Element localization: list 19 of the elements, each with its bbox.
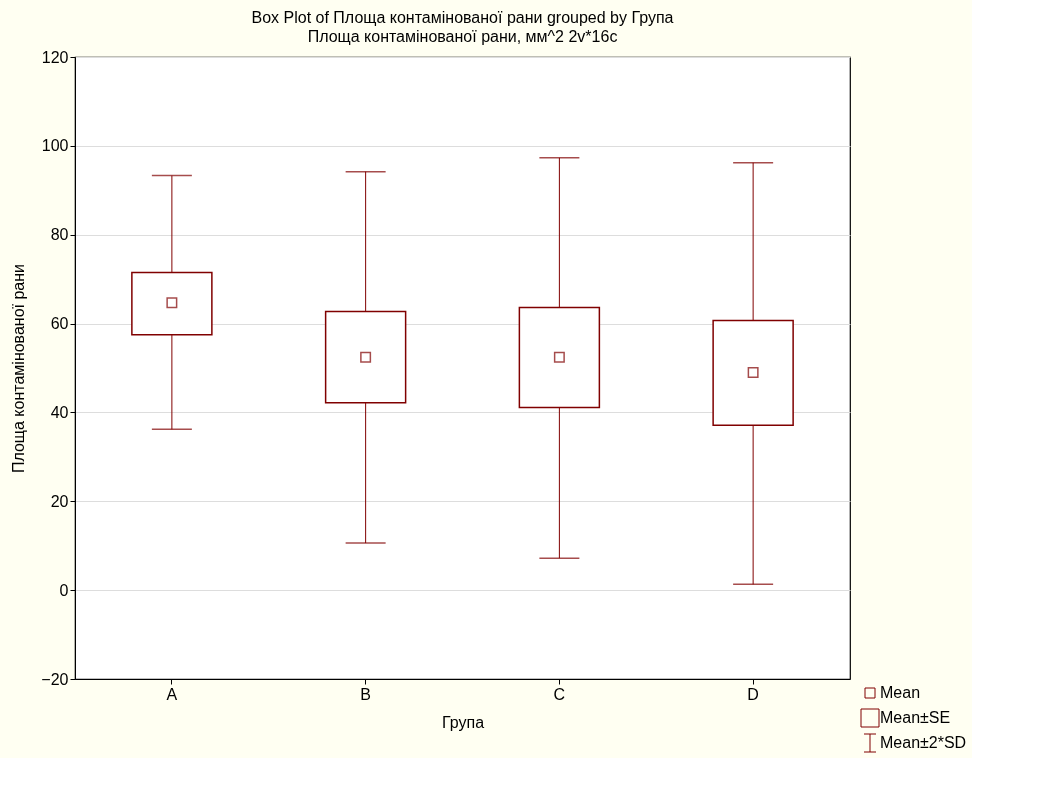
y-tick-label: 80 [50,226,69,244]
y-tick-label: −20 [41,670,69,688]
x-axis-title: Група [441,713,485,731]
text: Mean±SE [880,709,951,726]
y-tick-label: 0 [59,581,69,599]
x-tick-label: B [360,685,371,703]
x-tick-label: A [166,685,178,703]
text: Mean±2*SD [880,734,967,751]
y-axis-title: Площа контамінованої рани [10,263,28,474]
y-tick-label: 20 [50,492,69,510]
y-tick-label: 100 [41,137,69,155]
y-tick-label: 120 [41,48,69,66]
y-tick-label: 40 [50,403,69,421]
x-tick-label: C [553,685,566,703]
chart-title: Box Plot of Площа контамінованої рани grouped by Група [251,9,674,26]
chart-subtitle: Площа контамінованої рани, мм^2 2v*16c [307,28,618,45]
y-tick-label: 60 [50,315,69,333]
text: Mean [880,684,921,701]
x-tick-label: D [747,685,759,703]
